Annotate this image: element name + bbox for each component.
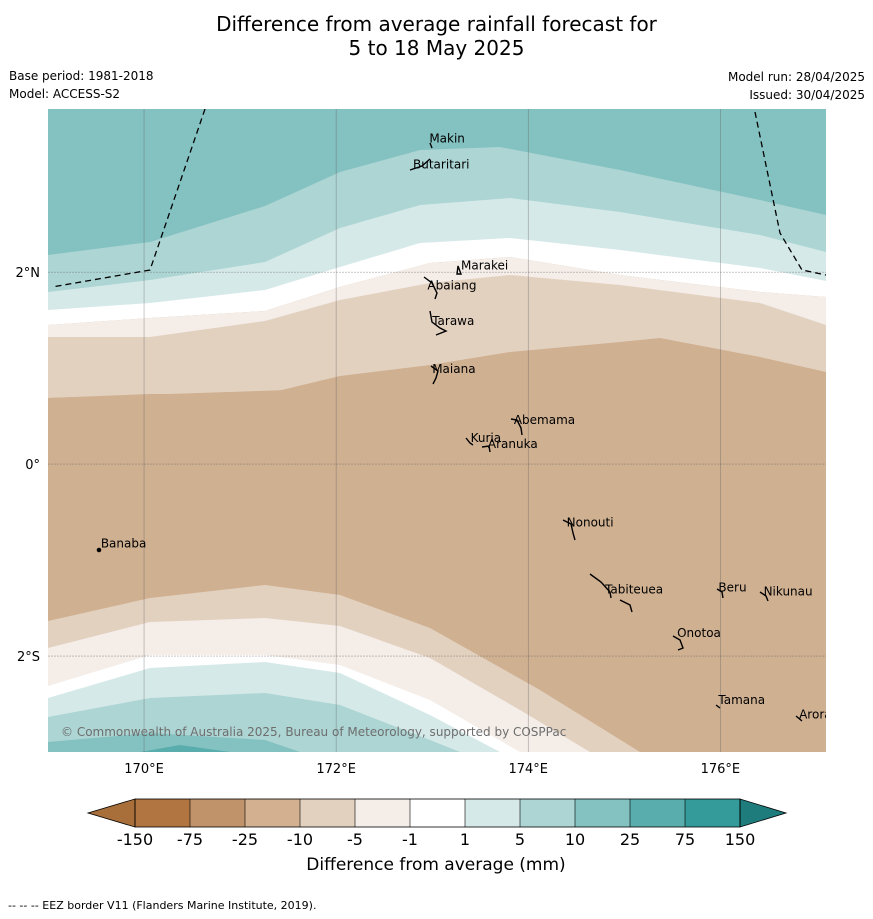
base-period: Base period: 1981-2018 xyxy=(9,69,154,83)
title-line-1: Difference from average rainfall forecas… xyxy=(216,12,657,36)
colorbar-swatch xyxy=(685,799,740,827)
place-labels: Makin Butaritari Marakei Abaiang Tarawa Maian… xyxy=(101,132,839,722)
place-label-abaiang: Abaiang xyxy=(427,278,476,292)
colorbar-swatch xyxy=(630,799,685,827)
atoll-beru xyxy=(716,588,724,599)
model-run: Model run: 28/04/2025 xyxy=(727,70,865,84)
place-label-onotoa: Onotoa xyxy=(677,626,721,640)
colorbar-swatch xyxy=(520,799,575,827)
eez-border-west xyxy=(51,109,206,288)
colorbar-swatch xyxy=(190,799,245,827)
place-label-beru: Beru xyxy=(718,581,746,595)
colorbar-extend-high xyxy=(739,798,788,828)
colorbar-tick-label: 1 xyxy=(460,830,470,849)
colorbar-swatch xyxy=(135,799,190,827)
place-label-nonouti: Nonouti xyxy=(567,515,614,529)
place-label-maiana: Maiana xyxy=(432,362,475,376)
colorbar-tick-label: -25 xyxy=(232,830,258,849)
place-label-tamana: Tamana xyxy=(717,693,765,707)
place-label-tabiteuea: Tabiteuea xyxy=(604,583,663,597)
atoll-outlines xyxy=(96,142,803,722)
place-label-aranuka: Aranuka xyxy=(488,437,538,451)
colorbar: -150 -75 -25 -10 -5 -1 1 5 10 25 75 150 xyxy=(86,798,788,849)
atoll-nikunau xyxy=(759,591,769,602)
lon-tick-label: 172°E xyxy=(316,762,356,777)
eez-footnote: -- -- -- EEZ border V11 (Flanders Marine… xyxy=(8,899,317,912)
place-label-arorae: Arorae xyxy=(799,707,839,721)
colorbar-tick-label: -10 xyxy=(287,830,313,849)
atoll-aranuka xyxy=(481,445,491,453)
eez-border-east xyxy=(754,111,826,276)
lon-tick-label: 174°E xyxy=(508,762,548,777)
band-s-75 xyxy=(140,745,230,752)
atoll-nonouti xyxy=(562,519,576,541)
colorbar-tick-label: 5 xyxy=(515,830,525,849)
colorbar-extend-low xyxy=(86,798,136,828)
atoll-butaritari xyxy=(409,158,431,171)
map-title: Difference from average rainfall forecas… xyxy=(0,12,873,60)
colorbar-tick-label: -150 xyxy=(117,830,153,849)
band-n-25 xyxy=(48,109,826,255)
lat-tick-label: 0° xyxy=(25,458,40,473)
atoll-tabiteuea xyxy=(589,573,633,613)
colorbar-swatch xyxy=(410,799,465,827)
lon-tick-label: 176°E xyxy=(701,762,741,777)
place-label-kuria: Kuria xyxy=(471,431,502,445)
lat-tick-label: 2°S xyxy=(17,650,40,665)
meta-left: Base period: 1981-2018 Model: ACCESS-S2 xyxy=(9,67,154,103)
place-label-tarawa: Tarawa xyxy=(431,314,474,328)
colorbar-tick-label: -75 xyxy=(177,830,203,849)
band-s-25 xyxy=(48,733,300,752)
atoll-abaiang xyxy=(423,276,438,300)
atoll-banaba xyxy=(96,547,102,553)
colorbar-swatch xyxy=(465,799,520,827)
colorbar-tick-label: 25 xyxy=(620,830,640,849)
title-line-2: 5 to 18 May 2025 xyxy=(348,36,525,60)
lon-tick-label: 170°E xyxy=(124,762,164,777)
atoll-maiana xyxy=(430,365,439,385)
colorbar-tick-label: -5 xyxy=(347,830,363,849)
atoll-abemama xyxy=(510,418,523,436)
place-label-abemama: Abemama xyxy=(514,413,575,427)
colorbar-swatch xyxy=(245,799,300,827)
issued-date: Issued: 30/04/2025 xyxy=(749,88,865,102)
place-label-nikunau: Nikunau xyxy=(764,585,813,599)
colorbar-swatch xyxy=(575,799,630,827)
colorbar-swatch xyxy=(300,799,355,827)
place-label-butaritari: Butaritari xyxy=(413,158,470,172)
colorbar-label: Difference from average (mm) xyxy=(306,855,565,875)
colorbar-tick-label: 10 xyxy=(565,830,585,849)
colorbar-tick-label: 75 xyxy=(675,830,695,849)
atoll-arorae xyxy=(795,715,803,722)
atoll-kuria xyxy=(465,437,474,446)
map-plot-area: Makin Butaritari Marakei Abaiang Tarawa Maian… xyxy=(48,109,839,752)
atoll-tamana xyxy=(715,704,721,709)
place-label-makin: Makin xyxy=(429,132,465,146)
atoll-marakei xyxy=(456,265,463,275)
colorbar-swatch xyxy=(355,799,410,827)
copyright-text: © Commonwealth of Australia 2025, Bureau… xyxy=(61,725,566,739)
model-name: Model: ACCESS-S2 xyxy=(9,87,121,101)
lat-tick-label: 2°N xyxy=(16,266,41,281)
atoll-tarawa xyxy=(429,310,448,336)
atoll-makin xyxy=(429,142,433,149)
place-label-banaba: Banaba xyxy=(101,537,147,551)
atoll-onotoa xyxy=(672,635,684,651)
meta-right: Model run: 28/04/2025 Issued: 30/04/2025 xyxy=(728,68,865,104)
axis-labels: 170°E 172°E 174°E 176°E 2°N 0° 2°S xyxy=(16,266,741,777)
place-label-marakei: Marakei xyxy=(461,258,508,272)
colorbar-tick-label: 150 xyxy=(725,830,756,849)
gridlines xyxy=(48,109,826,752)
colorbar-tick-label: -1 xyxy=(402,830,418,849)
